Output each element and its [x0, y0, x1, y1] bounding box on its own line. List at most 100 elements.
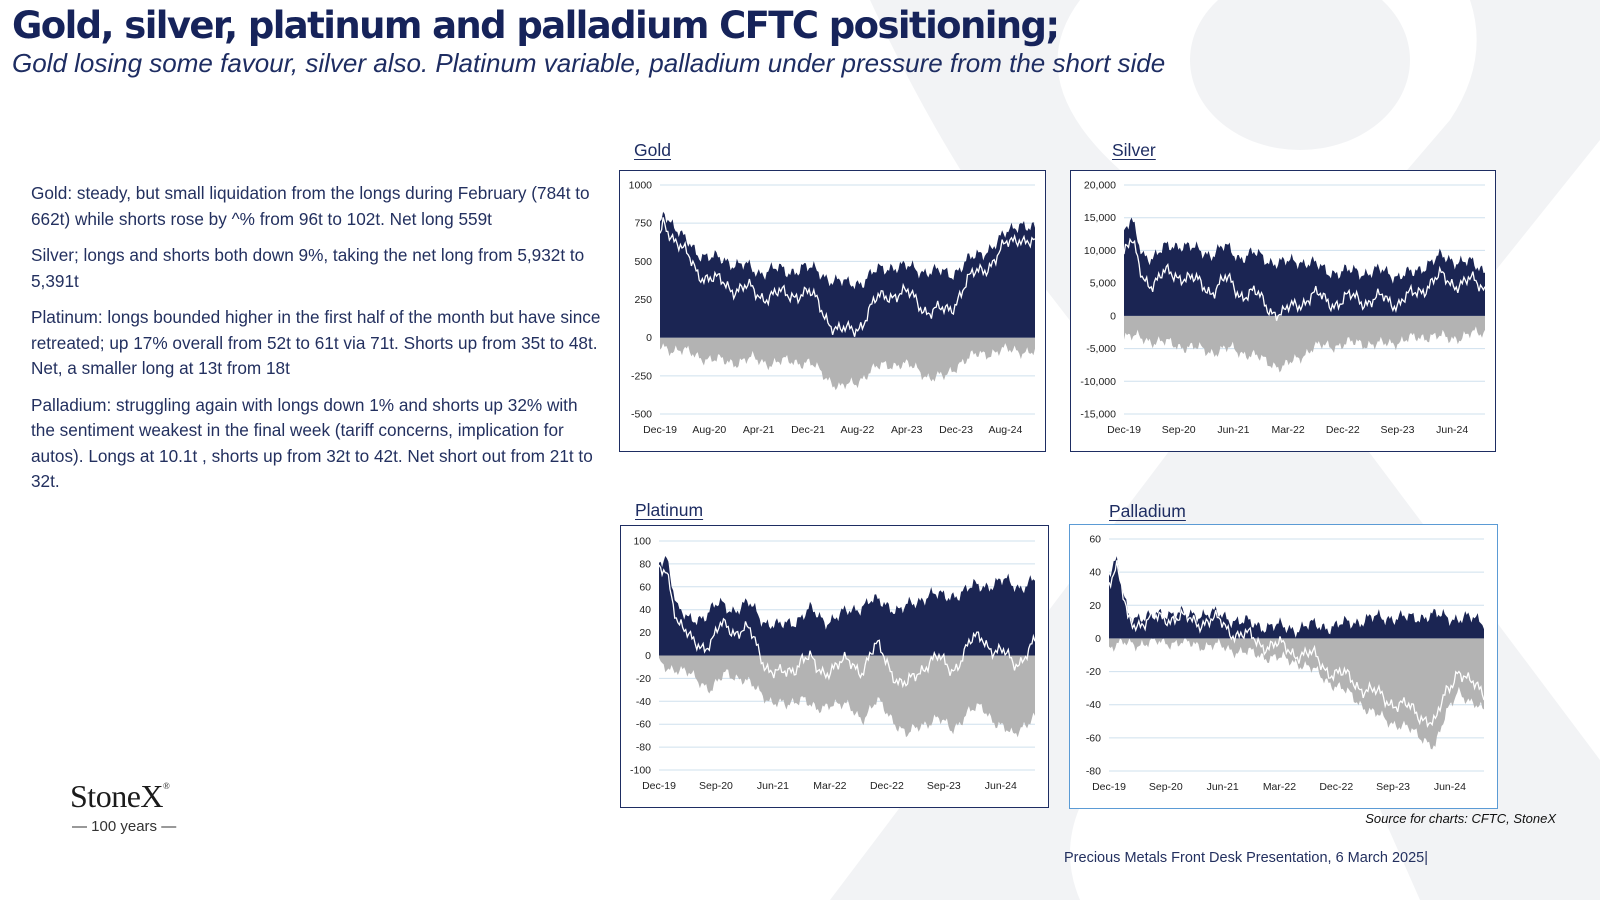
x-tick-label: Dec-23 [939, 424, 973, 436]
x-tick-label: Mar-22 [813, 780, 846, 792]
y-tick-label: -40 [1086, 699, 1101, 711]
shorts-area [1109, 638, 1484, 750]
chart-panel-palladium: 60 40 20 0 -20 -40 -60 -80 Dec-19 Sep-20 Jun-21 Mar… [1069, 524, 1498, 809]
x-tick-label: Sep-23 [927, 780, 961, 792]
y-tick-label: 0 [1110, 310, 1116, 322]
x-tick-label: Dec-19 [643, 424, 677, 436]
x-tick-label: Aug-20 [692, 424, 726, 436]
commentary-label-gold: Gold [31, 183, 68, 203]
y-tick-label: 0 [645, 650, 651, 662]
commentary-text-palladium: struggling again with longs down 1% and … [31, 394, 593, 492]
chart-gold: 1000 750 500 250 0 -250 -500 Dec-19 Aug-20 Apr-21… [629, 180, 1036, 436]
y-tick-label: -100 [630, 765, 651, 777]
commentary-label-platinum: Platinum: [31, 307, 103, 327]
x-tick-label: Apr-23 [891, 424, 923, 436]
longs-area [659, 556, 1035, 656]
x-tick-label: Aug-24 [988, 424, 1022, 436]
net-line [1108, 560, 1485, 729]
chart-title-platinum: Platinum [635, 500, 704, 520]
commentary-label-silver: Silver; [31, 245, 79, 265]
chart-panel-gold: 1000 750 500 250 0 -250 -500 Dec-19 Aug-20 Apr-21… [619, 170, 1046, 452]
chart-panel-platinum: 100 80 60 40 20 0 -20 -40 -60 -80 -100 Dec-19 Sep-20… [620, 525, 1049, 808]
x-tick-label: Sep-20 [699, 780, 733, 792]
chart-title-gold: Gold [634, 140, 671, 160]
x-tick-label: Dec-19 [1092, 781, 1126, 793]
y-tick-label: 100 [633, 536, 651, 548]
commentary-platinum: Platinum: longs bounded higher in the fi… [31, 305, 606, 382]
y-tick-label: 250 [634, 294, 652, 306]
logo-registered-mark: ® [163, 781, 170, 792]
shorts-area [1124, 315, 1485, 373]
y-tick-label: 500 [634, 256, 652, 268]
x-tick-label: Jun-21 [1217, 424, 1249, 436]
x-tick-label: Jun-24 [1434, 781, 1466, 793]
y-tick-label: -60 [1086, 732, 1101, 744]
x-tick-label: Jun-24 [1436, 424, 1468, 436]
commentary-palladium: Palladium: struggling again with longs d… [31, 393, 606, 495]
y-tick-label: 10,000 [1084, 245, 1116, 257]
chart-palladium: 60 40 20 0 -20 -40 -60 -80 Dec-19 Sep-20 Jun-21 Mar… [1086, 534, 1485, 793]
y-tick-label: 60 [1089, 534, 1101, 546]
y-tick-label: 1000 [629, 180, 653, 192]
net-line [659, 217, 1036, 337]
chart-title-silver: Silver [1112, 140, 1156, 160]
y-tick-label: 40 [1089, 567, 1101, 579]
x-tick-label: Dec-22 [1319, 781, 1353, 793]
y-tick-label: 0 [1095, 633, 1101, 645]
y-tick-label: 20,000 [1084, 180, 1116, 192]
x-tick-label: Dec-19 [642, 780, 676, 792]
x-tick-label: Sep-20 [1149, 781, 1183, 793]
y-tick-label: 5,000 [1090, 278, 1116, 290]
y-tick-label: -80 [636, 742, 651, 754]
x-tick-label: Jun-21 [1207, 781, 1239, 793]
y-tick-label: 0 [646, 332, 652, 344]
x-tick-label: Apr-21 [743, 424, 775, 436]
y-tick-label: 80 [639, 558, 651, 570]
y-tick-label: -60 [636, 719, 651, 731]
commentary-text-gold: : steady, but small liquidation from the… [31, 183, 590, 229]
x-tick-label: Dec-19 [1107, 424, 1141, 436]
y-tick-label: -5,000 [1086, 343, 1116, 355]
commentary-label-palladium: Palladium: [31, 394, 112, 415]
x-tick-label: Dec-22 [1326, 424, 1360, 436]
longs-area [1109, 556, 1484, 639]
commentary-block: Gold: steady, but small liquidation from… [31, 181, 606, 506]
x-tick-label: Mar-22 [1271, 424, 1304, 436]
y-tick-label: -10,000 [1080, 376, 1116, 388]
source-note: Source for charts: CFTC, StoneX [1365, 811, 1556, 826]
y-tick-label: 60 [639, 581, 651, 593]
stonex-logo: StoneX® [70, 778, 170, 815]
y-tick-label: -40 [636, 696, 651, 708]
chart-platinum: 100 80 60 40 20 0 -20 -40 -60 -80 -100 Dec-19 Sep-20… [630, 536, 1036, 792]
x-tick-label: Jun-24 [985, 780, 1017, 792]
chart-title-palladium: Palladium [1109, 501, 1186, 521]
x-tick-label: Sep-23 [1381, 424, 1415, 436]
commentary-text-silver: longs and shorts both down 9%, taking th… [31, 245, 585, 291]
y-tick-label: 40 [639, 604, 651, 616]
x-tick-label: Dec-21 [791, 424, 825, 436]
y-tick-label: 20 [639, 627, 651, 639]
net-line [658, 564, 1036, 689]
longs-area [1124, 217, 1485, 316]
chart-panel-silver: 20,000 15,000 10,000 5,000 0 -5,000 -10,000 -15… [1070, 170, 1496, 452]
commentary-silver: Silver; longs and shorts both down 9%, t… [31, 243, 606, 294]
y-tick-label: -20 [1086, 666, 1101, 678]
page-title: Gold, silver, platinum and palladium CFT… [12, 4, 1060, 47]
x-tick-label: Dec-22 [870, 780, 904, 792]
x-tick-label: Sep-20 [1162, 424, 1196, 436]
commentary-gold: Gold: steady, but small liquidation from… [31, 181, 606, 232]
page-subtitle: Gold losing some favour, silver also. Pl… [12, 48, 1166, 78]
footer-text: Precious Metals Front Desk Presentation,… [1064, 850, 1429, 866]
net-line [1123, 237, 1486, 321]
x-tick-label: Aug-22 [840, 424, 874, 436]
y-tick-label: -250 [631, 370, 652, 382]
x-tick-label: Mar-22 [1263, 781, 1296, 793]
x-tick-label: Jun-21 [757, 780, 789, 792]
logo-tagline: — 100 years — [72, 818, 177, 835]
x-tick-label: Sep-23 [1376, 781, 1410, 793]
longs-area [660, 211, 1035, 338]
y-tick-label: -80 [1086, 766, 1101, 778]
y-tick-label: 15,000 [1084, 212, 1116, 224]
y-tick-label: -15,000 [1080, 409, 1116, 421]
chart-silver: 20,000 15,000 10,000 5,000 0 -5,000 -10,000 -15… [1080, 180, 1486, 436]
